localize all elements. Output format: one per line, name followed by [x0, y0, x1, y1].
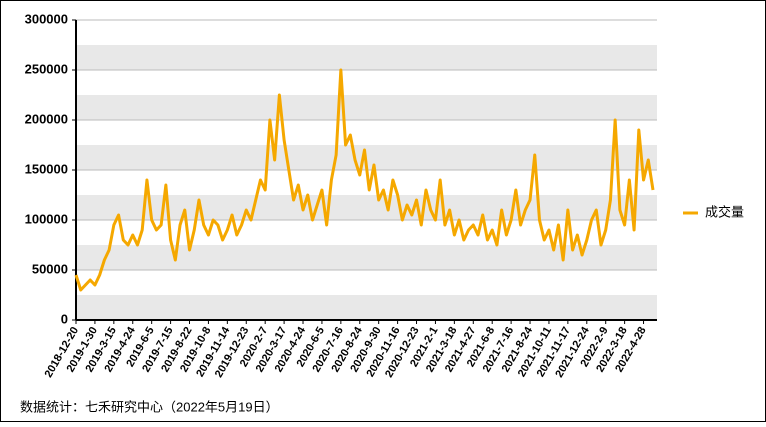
y-tick-label: 100000: [25, 211, 68, 226]
y-tick-label: 0: [61, 311, 68, 326]
y-tick-label: 150000: [25, 161, 68, 176]
y-tick-label: 250000: [25, 61, 68, 76]
grid-band: [76, 45, 657, 70]
grid-band: [76, 95, 657, 120]
y-tick-label: 200000: [25, 111, 68, 126]
y-tick-label: 50000: [32, 261, 68, 276]
grid-band: [76, 295, 657, 320]
grid-band: [76, 245, 657, 270]
y-tick-label: 300000: [25, 11, 68, 26]
line-series: [74, 68, 655, 292]
legend-label: 成交量: [705, 204, 744, 219]
grid-band: [76, 195, 657, 220]
source-note: 数据统计：七禾研究中心（2022年5月19日）: [20, 399, 279, 414]
